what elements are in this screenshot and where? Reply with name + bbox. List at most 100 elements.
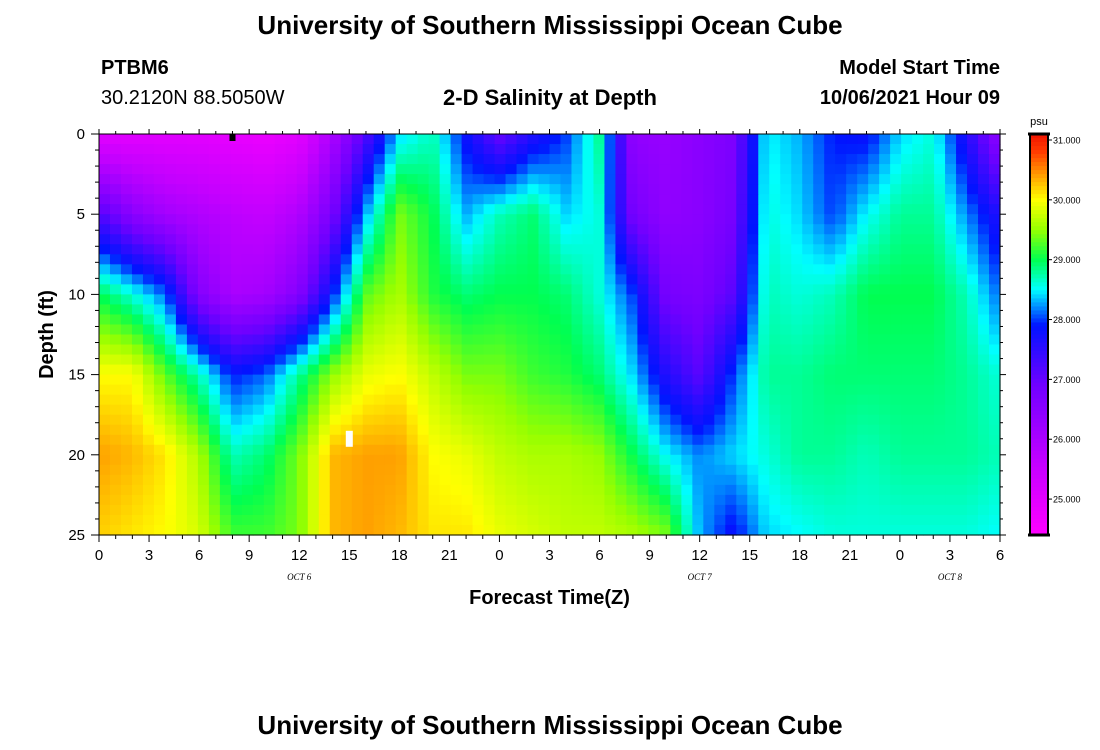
colorbar-swatch	[1030, 442, 1048, 448]
heatmap-cell	[351, 224, 364, 235]
heatmap-cell	[978, 244, 990, 255]
heatmap-cell	[241, 524, 254, 536]
heatmap-cell	[373, 314, 386, 326]
heatmap-cell	[164, 484, 177, 496]
heatmap-cell	[274, 494, 287, 506]
heatmap-cell	[186, 264, 199, 275]
heatmap-cell	[263, 514, 276, 526]
heatmap-cell	[604, 494, 617, 506]
heatmap-cell	[956, 404, 968, 416]
heatmap-cell	[417, 514, 430, 526]
heatmap-cell	[681, 174, 693, 185]
heatmap-cell	[901, 464, 913, 476]
heatmap-cell	[483, 384, 496, 396]
heatmap-cell	[384, 184, 397, 195]
heatmap-cell	[714, 154, 726, 165]
heatmap-cell	[791, 324, 803, 336]
heatmap-cell	[604, 304, 617, 316]
heatmap-cell	[670, 174, 682, 185]
heatmap-cell	[681, 264, 693, 275]
heatmap-cell	[791, 144, 803, 155]
heatmap-cell	[461, 504, 474, 516]
heatmap-cell	[549, 324, 562, 336]
heatmap-cell	[428, 374, 441, 386]
heatmap-cell	[802, 404, 814, 416]
heatmap-cell	[736, 294, 748, 306]
heatmap-cell	[978, 384, 990, 396]
heatmap-cell	[307, 354, 320, 366]
heatmap-cell	[263, 504, 276, 516]
heatmap-cell	[879, 154, 891, 165]
heatmap-cell	[197, 434, 210, 446]
heatmap-cell	[131, 334, 144, 346]
heatmap-cell	[626, 484, 638, 496]
heatmap-cell	[428, 254, 441, 265]
heatmap-cell	[142, 334, 155, 346]
heatmap-cell	[582, 224, 595, 235]
heatmap-cell	[274, 364, 287, 376]
heatmap-cell	[626, 274, 638, 285]
heatmap-cell	[626, 304, 638, 316]
heatmap-cell	[736, 184, 748, 195]
heatmap-cell	[879, 414, 891, 426]
heatmap-cell	[780, 344, 792, 356]
heatmap-cell	[428, 274, 441, 285]
heatmap-cell	[285, 524, 298, 536]
heatmap-cell	[802, 144, 814, 155]
heatmap-cell	[593, 154, 606, 165]
heatmap-cell	[109, 134, 122, 145]
heatmap-cell	[604, 334, 617, 346]
heatmap-cell	[868, 404, 880, 416]
heatmap-cell	[99, 164, 111, 175]
heatmap-cell	[307, 384, 320, 396]
heatmap-cell	[934, 234, 946, 245]
heatmap-cell	[692, 234, 704, 245]
heatmap-cell	[296, 184, 309, 195]
heatmap-cell	[879, 354, 891, 366]
heatmap-cell	[846, 364, 858, 376]
heatmap-cell	[582, 164, 595, 175]
heatmap-cell	[395, 334, 408, 346]
heatmap-cell	[439, 464, 452, 476]
heatmap-cell	[120, 354, 133, 366]
heatmap-cell	[483, 424, 496, 436]
heatmap-cell	[153, 224, 166, 235]
heatmap-cell	[219, 284, 232, 296]
heatmap-cell	[879, 134, 891, 145]
heatmap-cell	[450, 184, 463, 195]
heatmap-cell	[208, 314, 221, 326]
heatmap-cell	[450, 224, 463, 235]
heatmap-cell	[329, 494, 342, 506]
heatmap-cell	[978, 444, 990, 456]
heatmap-cell	[923, 364, 935, 376]
heatmap-cell	[934, 384, 946, 396]
heatmap-cell	[241, 244, 254, 255]
heatmap-cell	[483, 144, 496, 155]
heatmap-cell	[901, 264, 913, 275]
heatmap-cell	[296, 464, 309, 476]
heatmap-cell	[835, 354, 847, 366]
heatmap-cell	[131, 454, 144, 466]
heatmap-cell	[472, 174, 485, 185]
heatmap-cell	[703, 414, 715, 426]
heatmap-cell	[835, 264, 847, 275]
heatmap-cell	[285, 404, 298, 416]
heatmap-cell	[989, 464, 1001, 476]
heatmap-cell	[857, 484, 869, 496]
heatmap-cell	[263, 444, 276, 456]
heatmap-cell	[99, 514, 111, 526]
heatmap-cell	[142, 214, 155, 225]
heatmap-cell	[219, 214, 232, 225]
heatmap-cell	[824, 434, 836, 446]
heatmap-cell	[197, 504, 210, 516]
heatmap-cell	[186, 294, 199, 306]
heatmap-cell	[879, 214, 891, 225]
heatmap-cell	[164, 314, 177, 326]
heatmap-cell	[99, 294, 111, 306]
heatmap-cell	[230, 314, 243, 326]
heatmap-cell	[131, 514, 144, 526]
heatmap-cell	[142, 414, 155, 426]
heatmap-cell	[241, 414, 254, 426]
heatmap-cell	[120, 134, 133, 145]
heatmap-cell	[692, 354, 704, 366]
